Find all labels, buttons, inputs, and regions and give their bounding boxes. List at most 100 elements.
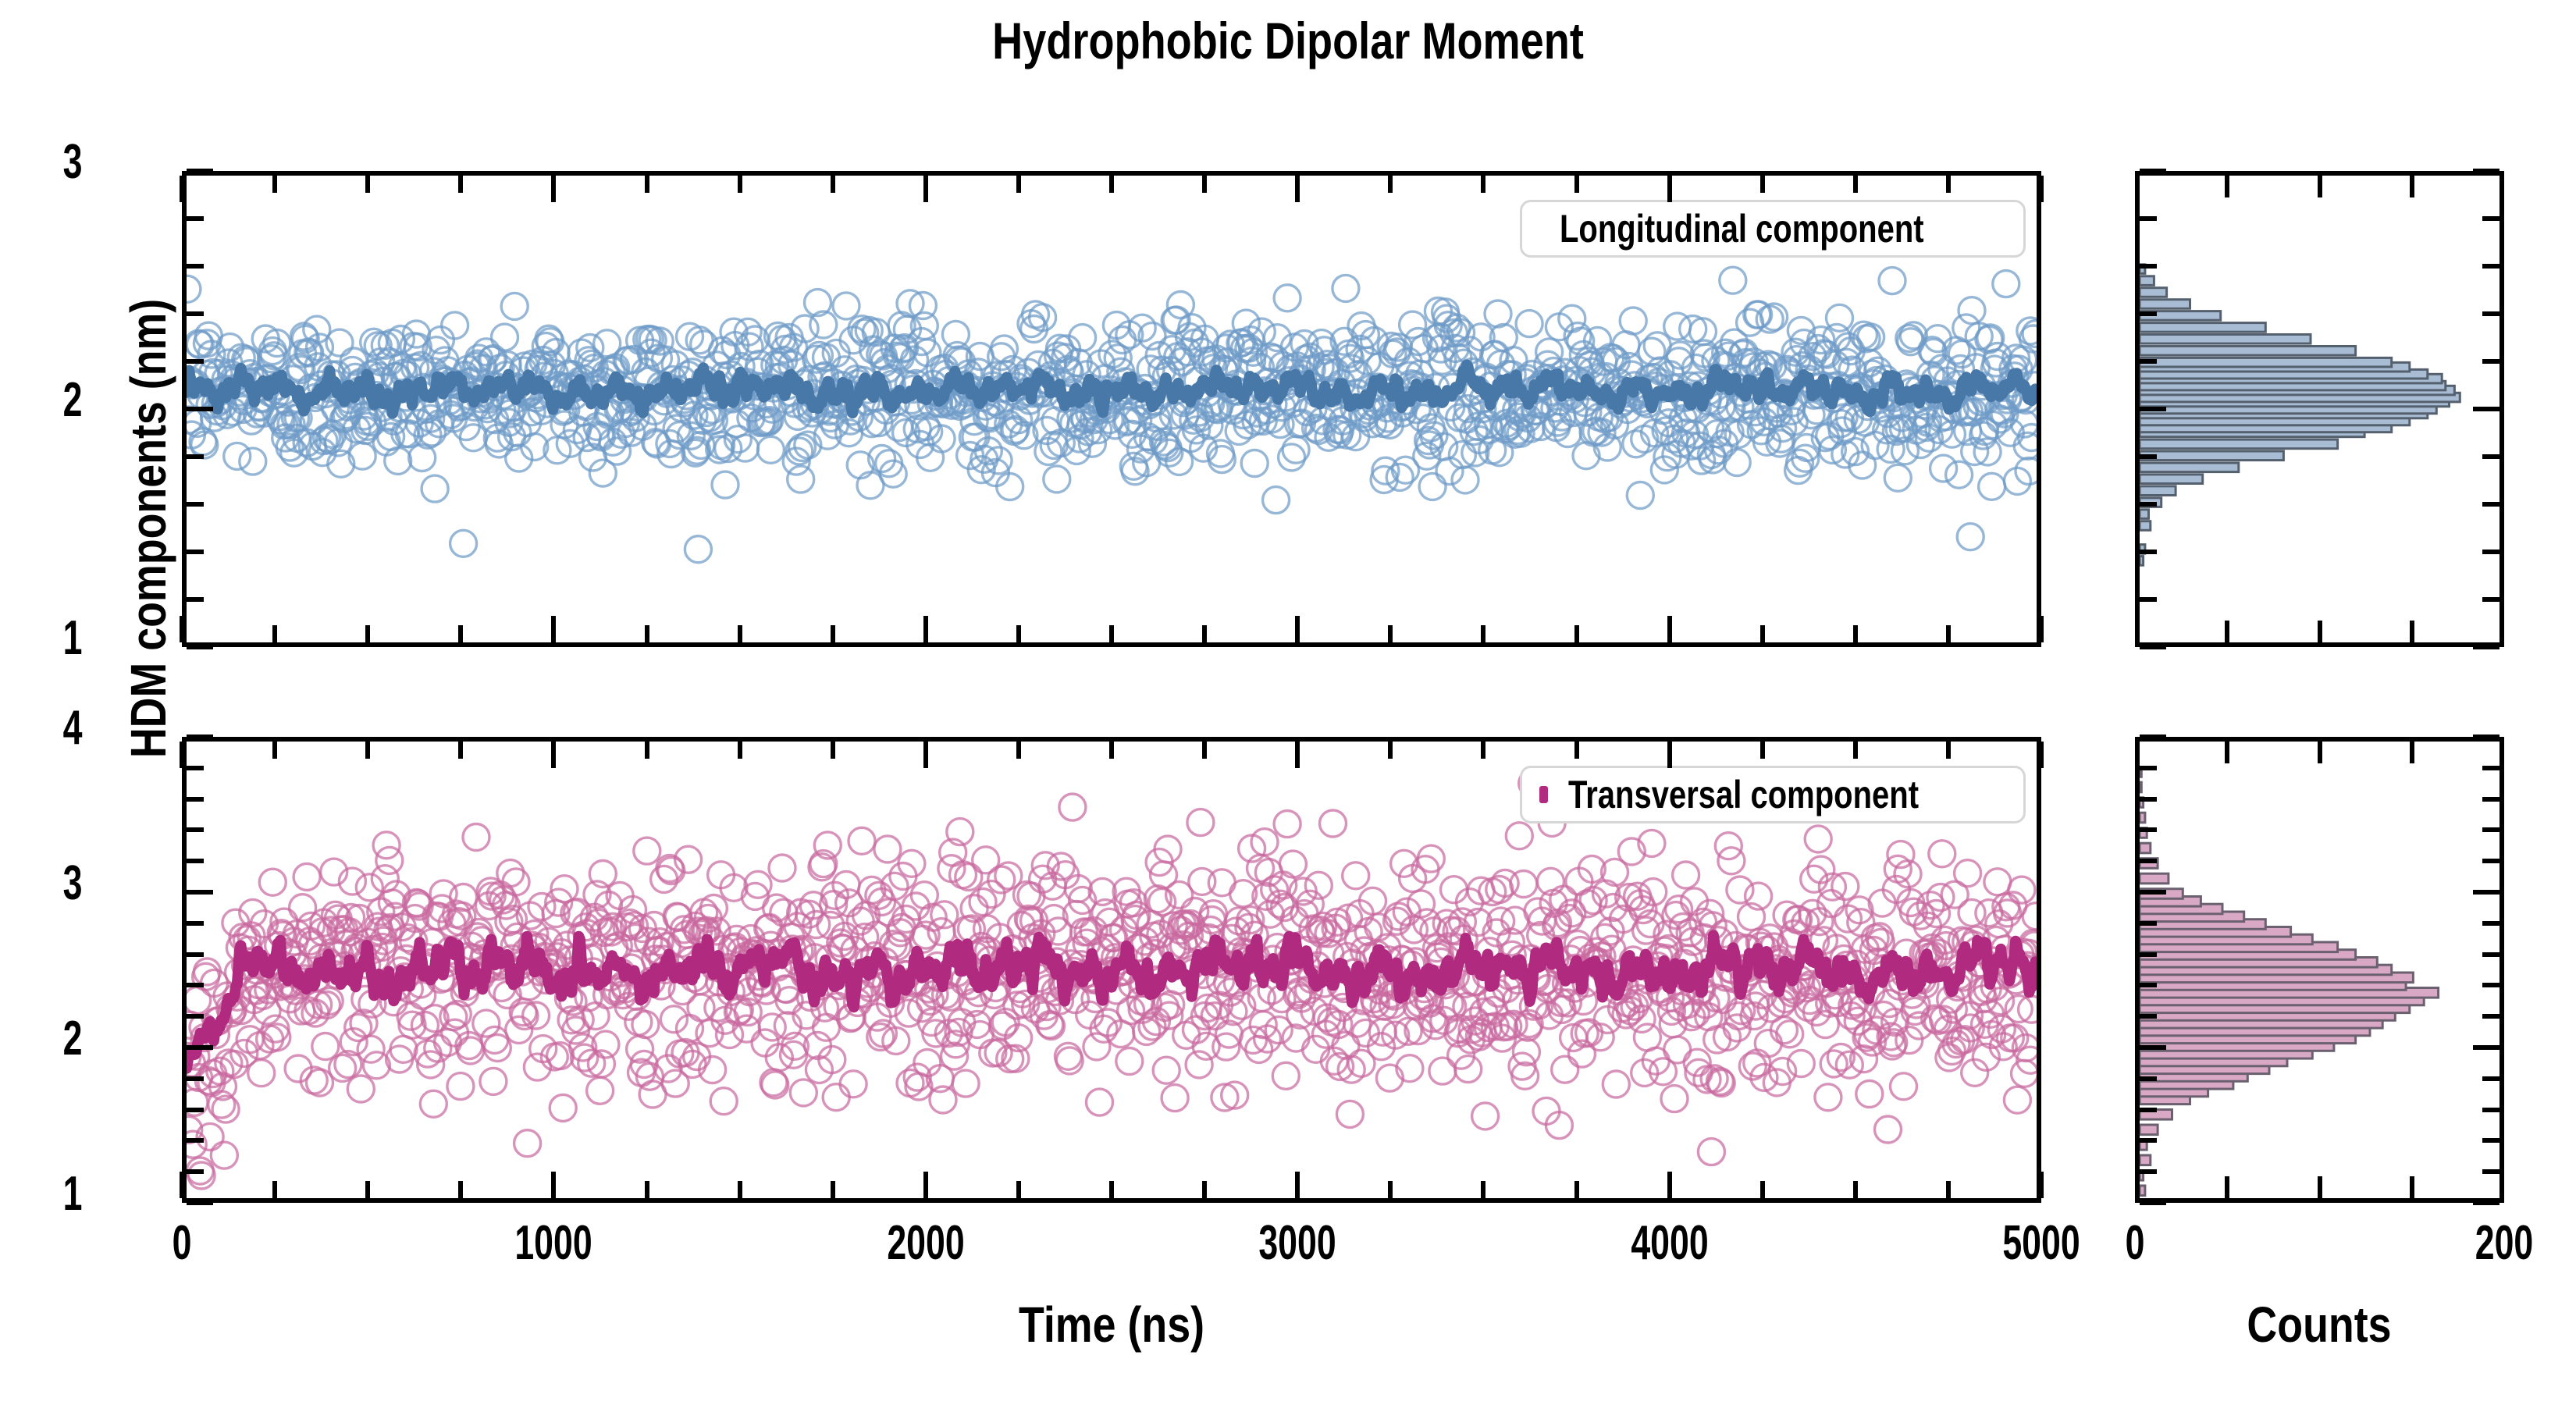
ytick-label-top-1: 1: [62, 611, 83, 665]
ytick-minor-hist-bottom: [2140, 1076, 2157, 1081]
xtick-minor-top-upper: [1852, 176, 1858, 193]
legend-label-longitudinal: Longitudinal component: [1560, 207, 1924, 251]
xtick-major-top: [2039, 616, 2044, 642]
xtick-minor-bottom-upper: [1852, 742, 1858, 759]
ytick-major-hist-top-r-2: [2473, 407, 2500, 411]
xtick-hist-bottom-upper: [2409, 742, 2414, 763]
ytick-major-hist-bottom-4: [2140, 735, 2166, 739]
xtick-major-bottom-upper: [2039, 742, 2044, 768]
xtick-hist-bottom-upper: [2317, 742, 2322, 763]
xtick-major-bottom-upper: [923, 742, 928, 768]
xtick-hist-top: [2225, 621, 2230, 642]
ytick-minor-top: [187, 216, 204, 221]
ytick-minor-top: [187, 550, 204, 554]
xtick-minor-top: [272, 625, 278, 642]
ytick-minor-hist-top-r: [2482, 597, 2500, 602]
xtick-minor-bottom-upper: [1202, 742, 1208, 759]
ytick-minor-top: [187, 264, 204, 269]
ytick-minor-hist-top-r: [2482, 264, 2500, 269]
ytick-minor-hist-bottom-r: [2482, 951, 2500, 957]
xtick-minor-bottom: [1481, 1181, 1486, 1198]
xtick-minor-bottom: [1388, 1181, 1393, 1198]
xtick-label-2000: 2000: [887, 1216, 965, 1270]
xtick-label-1000: 1000: [514, 1216, 593, 1270]
xtick-minor-bottom-upper: [644, 742, 649, 759]
x-axis-label-counts: Counts: [2247, 1297, 2392, 1353]
ytick-minor-hist-top: [2140, 311, 2157, 316]
ytick-minor-hist-bottom: [2140, 1014, 2157, 1019]
ytick-minor-top: [187, 597, 204, 602]
ytick-minor-hist-bottom-r: [2482, 1014, 2500, 1019]
xtick-hist-bottom: [2409, 1176, 2414, 1198]
xtick-major-top-upper: [923, 176, 928, 202]
ytick-minor-hist-bottom: [2140, 796, 2157, 802]
ytick-minor-hist-bottom: [2140, 859, 2157, 864]
ytick-major-bottom-2: [187, 1045, 213, 1050]
xtick-major-bottom: [2039, 1172, 2044, 1198]
ytick-major-hist-top-2: [2140, 407, 2166, 411]
xtick-minor-bottom-upper: [1388, 742, 1393, 759]
xtick-minor-bottom-upper: [737, 742, 742, 759]
ytick-label-bottom-4: 4: [62, 701, 83, 755]
ytick-major-top-2: [187, 407, 213, 411]
xtick-major-bottom: [180, 1172, 184, 1198]
xtick-minor-bottom-upper: [1109, 742, 1114, 759]
ytick-minor-hist-bottom-r: [2482, 920, 2500, 926]
xtick-major-top-upper: [180, 176, 184, 202]
ytick-major-top-3: [187, 169, 213, 173]
ytick-major-hist-top-1: [2140, 645, 2166, 649]
xtick-minor-top-upper: [1574, 176, 1579, 193]
ytick-minor-hist-bottom-r: [2482, 765, 2500, 770]
ytick-label-bottom-1: 1: [62, 1167, 83, 1221]
ytick-minor-hist-top: [2140, 597, 2157, 602]
xtick-minor-top: [365, 625, 371, 642]
xtick-minor-bottom-upper: [1759, 742, 1765, 759]
ytick-major-hist-bottom-1: [2140, 1200, 2166, 1205]
xtick-hist-top-upper: [2409, 176, 2414, 197]
xtick-major-bottom: [551, 1172, 557, 1198]
ytick-minor-hist-top-r: [2482, 454, 2500, 459]
ytick-minor-bottom: [187, 1138, 204, 1144]
ytick-minor-hist-top: [2140, 454, 2157, 459]
xtick-label-3000: 3000: [1258, 1216, 1336, 1270]
ytick-major-hist-bottom-3: [2140, 890, 2166, 895]
xtick-minor-bottom: [644, 1181, 649, 1198]
xtick-minor-top-upper: [1945, 176, 1951, 193]
xtick-minor-top-upper: [458, 176, 464, 193]
legend-transversal[interactable]: Transversal component: [1520, 766, 2026, 823]
ytick-major-top-1: [187, 645, 213, 649]
xtick-minor-top-upper: [1481, 176, 1486, 193]
xtick-minor-top: [458, 625, 464, 642]
xtick-minor-top: [1202, 625, 1208, 642]
xtick-minor-top-upper: [272, 176, 278, 193]
ytick-minor-hist-bottom: [2140, 1107, 2157, 1112]
ytick-minor-hist-bottom: [2140, 1169, 2157, 1175]
xtick-minor-bottom: [1759, 1181, 1765, 1198]
xtick-label-4000: 4000: [1630, 1216, 1709, 1270]
legend-swatch-transversal: [1539, 786, 1548, 803]
xtick-hist-bottom: [2225, 1176, 2230, 1198]
x-axis-label-time: Time (ns): [1019, 1297, 1204, 1353]
transversal-histogram-canvas: [2140, 766, 2440, 1197]
xtick-minor-top: [1759, 625, 1765, 642]
xtick-minor-bottom-upper: [458, 742, 464, 759]
xtick-major-bottom: [1295, 1172, 1300, 1198]
xtick-minor-top-upper: [1759, 176, 1765, 193]
xtick-minor-top-upper: [644, 176, 649, 193]
xtick-minor-bottom: [737, 1181, 742, 1198]
ytick-minor-hist-top: [2140, 264, 2157, 269]
xtick-label-5000: 5000: [2002, 1216, 2080, 1270]
ytick-minor-bottom: [187, 1107, 204, 1112]
xtick-minor-bottom: [1852, 1181, 1858, 1198]
xtick-minor-bottom-upper: [272, 742, 278, 759]
ytick-minor-hist-bottom: [2140, 983, 2157, 988]
xtick-hist-top: [2317, 621, 2322, 642]
xtick-minor-bottom: [1016, 1181, 1021, 1198]
xtick-minor-top: [1852, 625, 1858, 642]
ytick-minor-bottom: [187, 827, 204, 833]
xtick-major-top-upper: [551, 176, 557, 202]
xtick-minor-top-upper: [1016, 176, 1021, 193]
ytick-major-hist-top-r-3: [2473, 169, 2500, 173]
figure-title: Hydrophobic Dipolar Moment: [992, 12, 1584, 69]
legend-longitudinal[interactable]: Longitudinal component: [1520, 200, 2026, 258]
